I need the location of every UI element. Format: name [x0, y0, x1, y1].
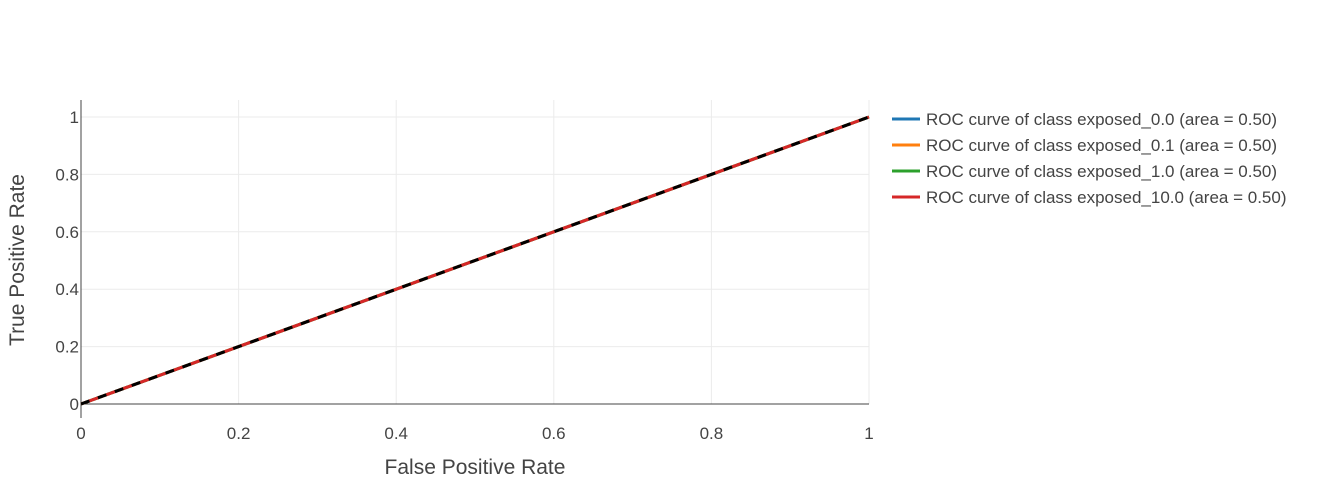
- y-tick-label: 1: [70, 108, 79, 127]
- legend-label: ROC curve of class exposed_0.1 (area = 0…: [926, 136, 1277, 155]
- x-tick-label: 0.8: [700, 424, 724, 443]
- legend-label: ROC curve of class exposed_10.0 (area = …: [926, 188, 1287, 207]
- x-tick-label: 0.4: [384, 424, 408, 443]
- y-tick-labels: 0 0.2 0.4 0.6 0.8 1: [55, 108, 79, 414]
- x-tick-label: 0: [76, 424, 85, 443]
- x-tick-label: 1: [864, 424, 873, 443]
- y-tick-label: 0.6: [55, 223, 79, 242]
- y-tick-label: 0.4: [55, 280, 79, 299]
- legend-label: ROC curve of class exposed_0.0 (area = 0…: [926, 110, 1277, 129]
- x-tick-label: 0.6: [542, 424, 566, 443]
- legend-label: ROC curve of class exposed_1.0 (area = 0…: [926, 162, 1277, 181]
- chance-reference-line: [80, 115, 870, 406]
- grid-lines: [81, 100, 870, 404]
- legend-item[interactable]: ROC curve of class exposed_10.0 (area = …: [892, 188, 1287, 207]
- plot-background: [81, 100, 869, 405]
- x-tick-labels: 0 0.2 0.4 0.6 0.8 1: [76, 424, 873, 443]
- y-tick-label: 0.8: [55, 165, 79, 184]
- x-tick-label: 0.2: [227, 424, 251, 443]
- legend-item[interactable]: ROC curve of class exposed_1.0 (area = 0…: [892, 162, 1277, 181]
- legend: ROC curve of class exposed_0.0 (area = 0…: [892, 110, 1287, 207]
- y-tick-label: 0: [70, 395, 79, 414]
- x-axis-title: False Positive Rate: [385, 456, 566, 479]
- reference-line-layer: [80, 115, 870, 406]
- legend-item[interactable]: ROC curve of class exposed_0.0 (area = 0…: [892, 110, 1277, 129]
- axes: [80, 100, 869, 418]
- y-tick-label: 0.2: [55, 338, 79, 357]
- legend-item[interactable]: ROC curve of class exposed_0.1 (area = 0…: [892, 136, 1277, 155]
- y-axis-title: True Positive Rate: [6, 174, 29, 346]
